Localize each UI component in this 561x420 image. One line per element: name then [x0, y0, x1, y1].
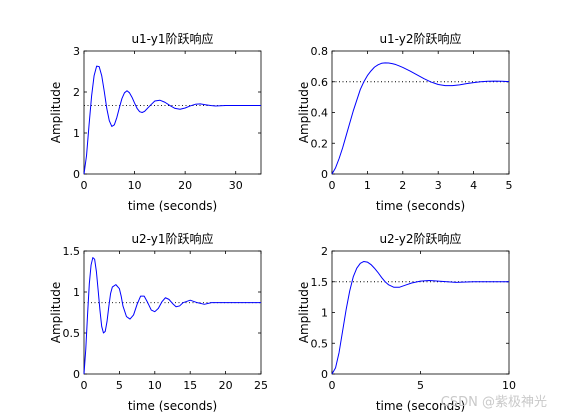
y-tick-label: 0.4: [311, 107, 329, 120]
axes-box: [83, 50, 262, 175]
subplot-title: u1-y2阶跃响应: [379, 31, 461, 46]
subplot-title: u2-y1阶跃响应: [131, 231, 213, 246]
x-axis-label: time (seconds): [128, 199, 217, 213]
subplot-2: 0 1 2 3 4 5 0 0.2 0.4 0.6 0.8 u1-y2阶跃响应 time (second…: [297, 31, 513, 213]
x-tick-label: 5: [417, 379, 424, 392]
y-tick-label: 3: [73, 45, 80, 58]
y-tick-label: 0.2: [311, 137, 329, 150]
response-curve: [331, 62, 510, 175]
y-tick-label: 2: [73, 86, 80, 99]
x-axis-label: time (seconds): [376, 199, 465, 213]
y-tick-label: 0.8: [311, 45, 329, 58]
response-curve: [83, 257, 261, 375]
subplot-1: 0 10 20 30 0 1 2 3 u1-y1阶跃响应 time (seconds) Amplit…: [49, 31, 262, 213]
y-tick-label: 0: [73, 168, 80, 181]
y-tick-label: 0.6: [311, 76, 329, 89]
axes-box: [331, 50, 510, 175]
x-tick-label: 25: [254, 379, 268, 392]
x-tick-label: 20: [219, 379, 233, 392]
x-tick-label: 5: [116, 379, 123, 392]
watermark: CSDN @紫极神光: [440, 395, 547, 410]
y-tick-label: 1: [73, 286, 80, 299]
x-axis-label: time (seconds): [376, 399, 465, 413]
subplot-4: 0 5 10 0 0.5 1 1.5 2 u2-y2阶跃响应 time (seconds) Ampl…: [297, 231, 516, 413]
x-tick-label: 0: [81, 179, 88, 192]
y-axis-label: Amplitude: [297, 282, 311, 344]
x-tick-label: 0: [81, 379, 88, 392]
x-tick-label: 1: [364, 179, 371, 192]
x-tick-label: 0: [329, 379, 336, 392]
x-tick-label: 0: [329, 179, 336, 192]
y-axis-label: Amplitude: [297, 82, 311, 144]
x-tick-label: 20: [178, 179, 192, 192]
y-tick-label: 0: [73, 368, 80, 381]
x-tick-label: 10: [128, 179, 142, 192]
x-tick-label: 2: [399, 179, 406, 192]
x-tick-label: 5: [506, 179, 513, 192]
response-curve: [331, 260, 509, 375]
y-tick-label: 0: [321, 168, 328, 181]
y-axis-label: Amplitude: [49, 82, 63, 144]
y-axis-label: Amplitude: [49, 282, 63, 344]
y-tick-label: 1.5: [311, 276, 329, 289]
y-tick-label: 1: [321, 307, 328, 320]
subplot-3: 0 5 10 15 20 25 0 0.5 1 1.5 u2-y1阶跃响应 time (seconds…: [49, 231, 268, 413]
y-tick-label: 0.5: [63, 327, 81, 340]
x-tick-label: 10: [502, 379, 516, 392]
x-tick-label: 30: [229, 179, 243, 192]
axes-box: [331, 250, 510, 375]
subplot-title: u2-y2阶跃响应: [379, 231, 461, 246]
x-tick-label: 10: [148, 379, 162, 392]
y-tick-label: 1.5: [63, 245, 81, 258]
axes-box: [83, 250, 262, 375]
y-tick-label: 0: [321, 368, 328, 381]
response-curve: [83, 65, 261, 175]
y-tick-label: 1: [73, 127, 80, 140]
y-tick-label: 0.5: [311, 337, 329, 350]
x-tick-label: 15: [183, 379, 197, 392]
x-axis-label: time (seconds): [128, 399, 217, 413]
x-tick-label: 3: [435, 179, 442, 192]
subplot-title: u1-y1阶跃响应: [131, 31, 213, 46]
x-tick-label: 4: [470, 179, 477, 192]
y-tick-label: 2: [321, 245, 328, 258]
